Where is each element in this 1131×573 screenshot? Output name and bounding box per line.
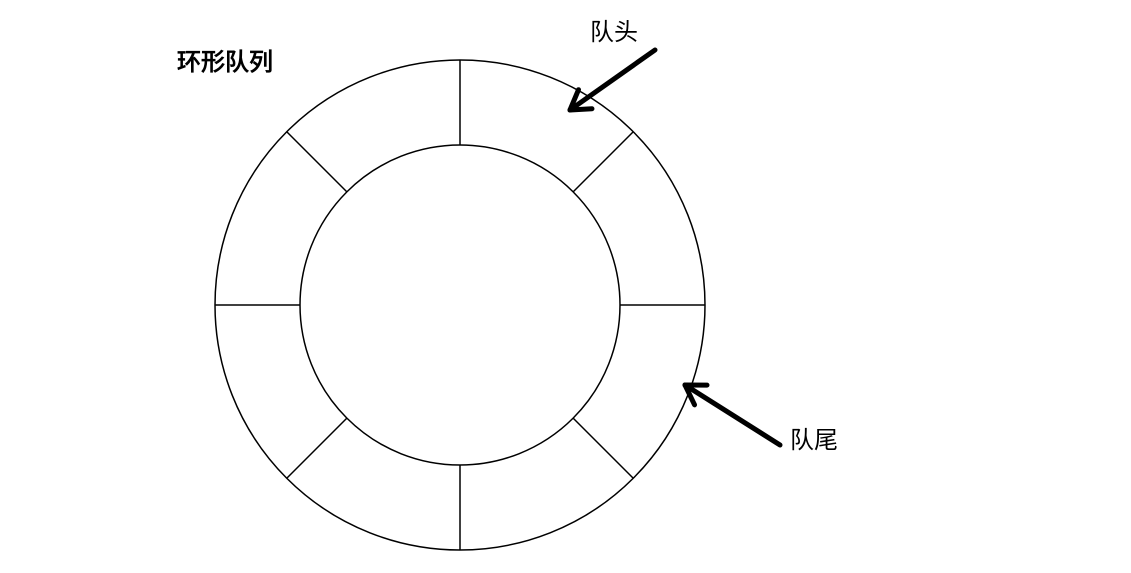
diagram-svg bbox=[0, 0, 1131, 573]
head-arrow-barb-right bbox=[570, 109, 592, 110]
head-label: 队头 bbox=[590, 12, 638, 47]
ring-spoke bbox=[573, 418, 633, 478]
ring-spoke bbox=[287, 132, 347, 192]
tail-label: 队尾 bbox=[790, 420, 838, 455]
head-arrow-shaft bbox=[570, 50, 655, 110]
tail-arrow-shaft bbox=[685, 385, 780, 445]
ring-inner-circle bbox=[300, 145, 620, 465]
diagram-stage: 环形队列 队头 队尾 bbox=[0, 0, 1131, 573]
ring-spoke bbox=[573, 132, 633, 192]
ring-spoke bbox=[287, 418, 347, 478]
title-label: 环形队列 bbox=[177, 42, 273, 77]
